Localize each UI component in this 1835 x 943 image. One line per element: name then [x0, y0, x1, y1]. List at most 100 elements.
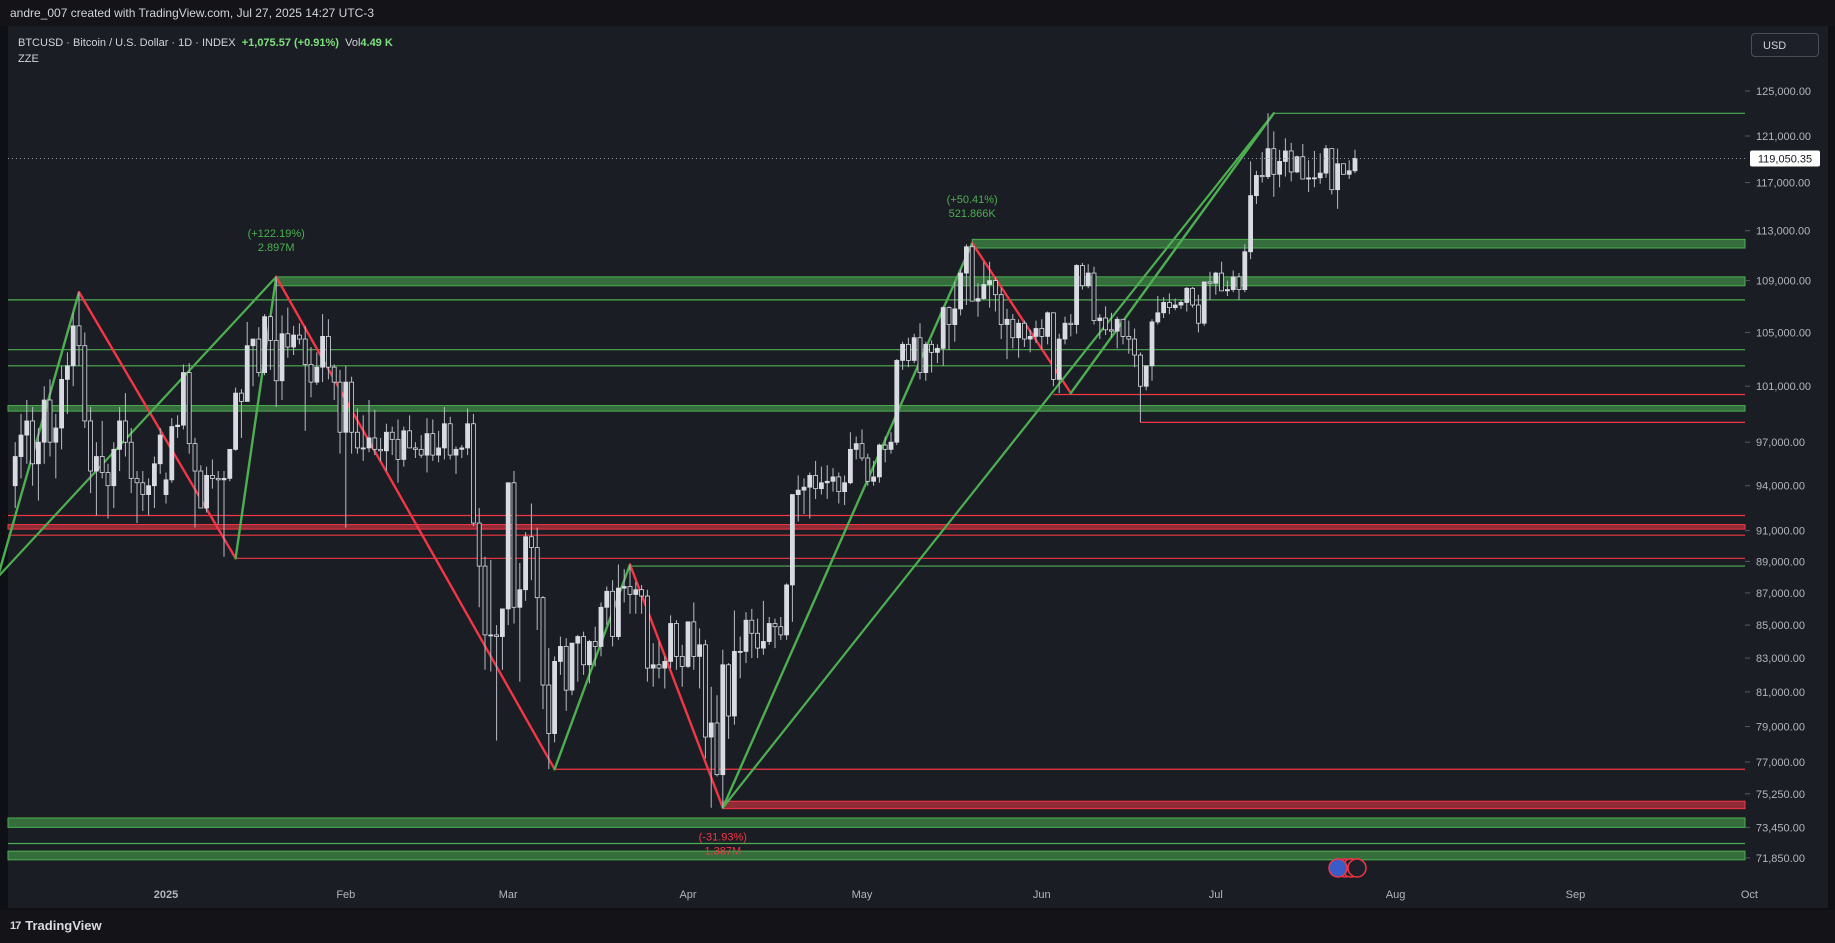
candle — [633, 581, 639, 614]
y-tick-label: 85,000.00 — [1756, 620, 1805, 632]
candle-body — [772, 623, 778, 628]
time-axis: 2025 Feb Mar Apr May Jun Jul Aug Sep Oct — [154, 889, 1758, 901]
candle-body — [923, 343, 929, 373]
candle — [389, 426, 395, 456]
candle — [163, 472, 169, 504]
candle-body — [697, 644, 702, 657]
candle — [412, 442, 418, 458]
candle-body — [975, 298, 981, 302]
candle — [395, 419, 401, 483]
zigzag-segment — [1069, 112, 1276, 395]
candle — [308, 347, 314, 398]
event-markers[interactable] — [1328, 858, 1367, 878]
candle-body — [453, 448, 459, 456]
candle-body — [679, 656, 685, 667]
level-zone — [7, 817, 1746, 828]
y-tick-label: 87,000.00 — [1756, 588, 1805, 600]
candle-body — [267, 316, 273, 341]
candle — [981, 261, 987, 300]
candle — [801, 478, 807, 514]
candle-body — [151, 463, 157, 487]
candle-body — [1103, 317, 1108, 331]
y-tick-label: 101,000.00 — [1756, 381, 1811, 393]
chart-area[interactable] — [8, 26, 1828, 908]
candle-body — [784, 584, 789, 636]
candle-body — [157, 434, 163, 465]
candle-body — [917, 337, 923, 373]
candle — [325, 319, 331, 380]
candle — [337, 369, 343, 454]
candle-body — [1254, 175, 1259, 197]
candle — [679, 644, 685, 687]
candle-body — [256, 338, 262, 373]
candle — [529, 503, 534, 581]
candle — [1277, 149, 1282, 188]
swing-annotations: (+122.19%) 2.897M (+50.41%) 521.866K (-31.93… — [248, 194, 998, 858]
candle-body — [1236, 276, 1242, 290]
candle — [761, 600, 766, 655]
currency-button[interactable]: USD — [1751, 33, 1819, 57]
candle — [221, 471, 227, 557]
candle-body — [656, 664, 662, 669]
candle-body — [482, 565, 488, 636]
attribution-text: andre_007 created with TradingView.com, … — [10, 6, 374, 20]
zigzag-segment — [77, 290, 237, 560]
indicator-name[interactable]: ZZE — [18, 53, 39, 65]
candle — [1074, 264, 1079, 334]
candle — [1114, 316, 1120, 349]
candle-body — [1074, 265, 1079, 325]
candle-body — [1312, 177, 1317, 180]
tradingview-mark-icon: 17 — [10, 919, 21, 932]
candle — [285, 307, 291, 358]
candle-body — [476, 522, 482, 567]
candle-body — [418, 448, 424, 456]
candle — [204, 466, 210, 513]
candle-body — [1213, 272, 1219, 284]
candle-body — [1207, 281, 1213, 284]
candle-body — [1109, 329, 1114, 332]
symbol-legend: BTCUSD · Bitcoin / U.S. Dollar · 1D · IN… — [18, 35, 393, 67]
current-price-label: 119,050.35 — [1758, 153, 1812, 165]
candle-body — [801, 486, 807, 491]
candle-body — [714, 722, 720, 776]
zigzag-trend-segment — [721, 112, 1275, 809]
candle-body — [1265, 148, 1271, 178]
volume-value: 4.49 K — [360, 37, 393, 49]
candle-body — [581, 636, 586, 666]
candle-body — [320, 335, 326, 368]
candle-body — [877, 444, 882, 478]
candle — [592, 626, 598, 667]
candle — [65, 352, 70, 414]
y-tick-label: 109,000.00 — [1756, 276, 1811, 288]
candle — [900, 341, 905, 370]
candle-body — [575, 636, 581, 644]
tradingview-logo[interactable]: 17 TradingView — [10, 918, 102, 933]
candle-body — [59, 378, 64, 429]
candle-body — [598, 606, 604, 647]
candle-body — [1230, 276, 1236, 290]
y-tick-label: 81,000.00 — [1756, 687, 1805, 699]
candle-body — [175, 424, 181, 427]
candle-body — [354, 431, 360, 449]
x-tick-label: Oct — [1741, 889, 1758, 901]
candle — [627, 564, 633, 614]
candle-body — [383, 431, 389, 452]
candle-body — [204, 475, 210, 509]
candle-body — [546, 684, 552, 734]
attribution-bar: andre_007 created with TradingView.com, … — [0, 0, 1835, 26]
candle-body — [1259, 175, 1265, 178]
y-tick-label: 75,250.00 — [1756, 789, 1805, 801]
candle-body — [569, 642, 575, 691]
candle-body — [430, 433, 436, 456]
candle — [1004, 308, 1010, 360]
candle — [244, 321, 250, 402]
candle-body — [1329, 148, 1335, 191]
candle — [1080, 262, 1085, 290]
candle — [262, 314, 268, 376]
candle-body — [1080, 265, 1085, 287]
candle — [616, 564, 621, 640]
symbol-title[interactable]: BTCUSD · Bitcoin / U.S. Dollar · 1D · IN… — [18, 37, 236, 49]
candle — [911, 333, 917, 364]
candle-body — [238, 392, 244, 402]
